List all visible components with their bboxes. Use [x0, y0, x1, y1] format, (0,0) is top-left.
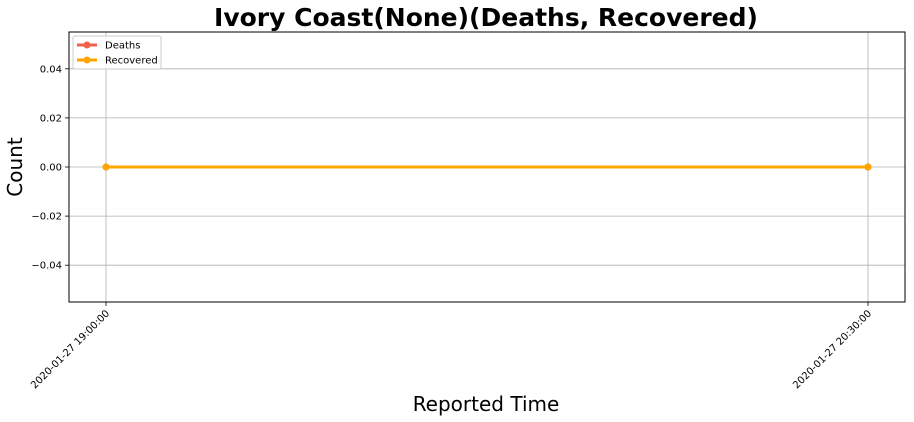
x-axis: 2020-01-27 19:00:00 2020-01-27 20:30:00: [29, 302, 874, 391]
series-recovered: [102, 163, 872, 171]
y-tick-label: −0.02: [31, 212, 62, 223]
y-tick-label: 0.00: [40, 163, 62, 174]
legend-label: Recovered: [105, 56, 158, 67]
data-point: [864, 163, 872, 171]
series-layer: [102, 163, 872, 171]
x-tick-label: 2020-01-27 19:00:00: [29, 308, 112, 391]
legend-swatch-marker: [83, 41, 91, 49]
legend: Deaths Recovered: [72, 35, 162, 70]
x-tick-label: 2020-01-27 20:30:00: [791, 308, 874, 391]
data-point: [102, 163, 110, 171]
y-tick-label: 0.04: [40, 64, 62, 75]
y-tick-label: −0.04: [31, 261, 62, 272]
chart-title: Ivory Coast(None)(Deaths, Recovered): [214, 3, 758, 32]
legend-swatch-marker: [83, 56, 91, 64]
x-axis-label: Reported Time: [413, 392, 560, 416]
y-axis-label: Count: [3, 137, 27, 197]
y-axis: −0.04 −0.02 0.00 0.02 0.04: [31, 64, 69, 272]
y-tick-label: 0.02: [40, 113, 62, 124]
legend-label: Deaths: [105, 41, 140, 52]
